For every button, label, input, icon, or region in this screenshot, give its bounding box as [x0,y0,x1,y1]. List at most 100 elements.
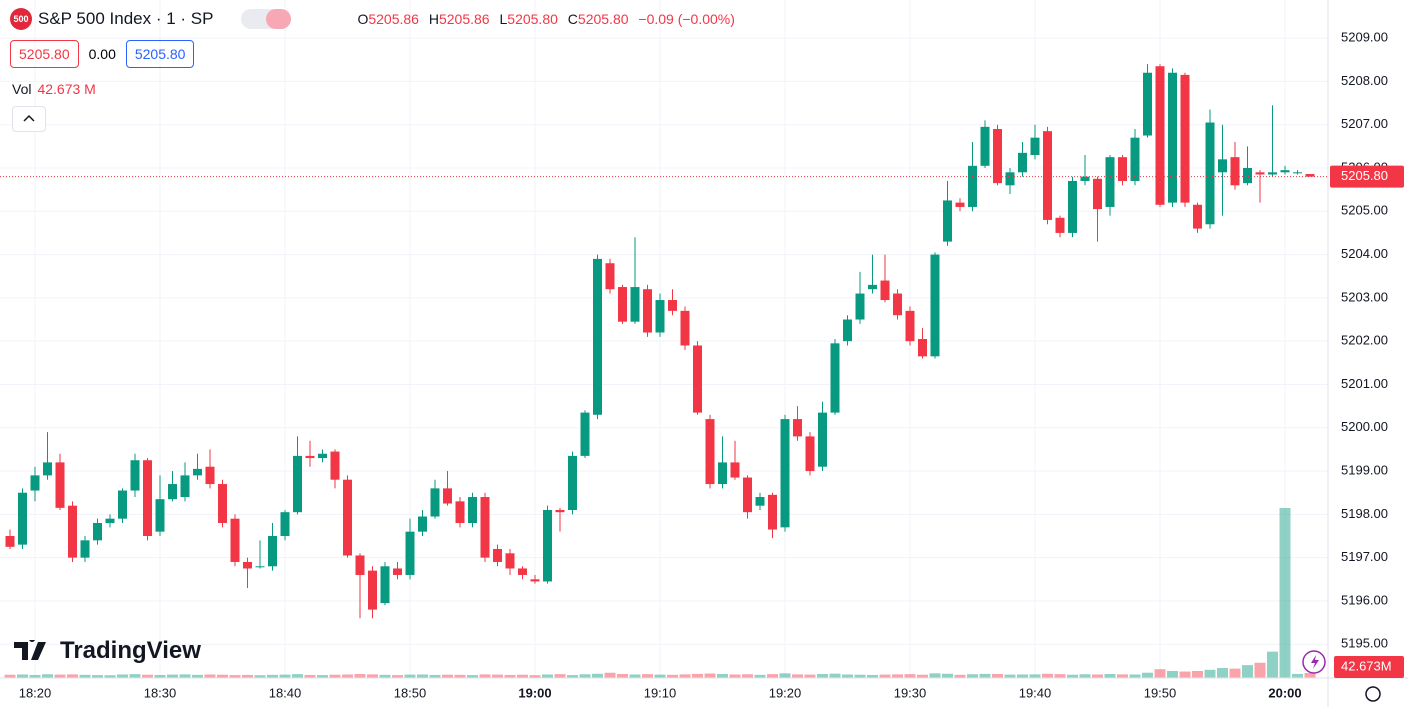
candle-body [655,300,665,333]
candle-body [793,419,802,437]
ohlc: O5205.86 H5205.86 L5205.80 C5205.80 −0.0… [357,11,740,27]
volume-bar [854,674,866,678]
volume-bar [817,674,828,678]
candle-body [1143,72,1152,136]
candle-body [868,284,877,290]
y-tick-label: 5203.00 [1341,289,1388,304]
candle-body [443,488,452,504]
x-tick-label: 20:00 [1268,685,1301,700]
volume-bar [842,674,853,678]
y-tick-label: 5200.00 [1341,419,1388,434]
volume-bar [954,674,966,678]
x-tick-label: 19:20 [769,685,802,700]
x-tick-label: 19:00 [518,685,551,700]
volume-bar [329,674,341,678]
candle-body [30,475,40,491]
volume-bar [879,674,891,678]
candle-body [1068,180,1077,233]
volume-bar [792,674,803,678]
candle-body [305,455,315,459]
candle-body [855,293,865,320]
grid [0,0,1328,678]
settings-icon[interactable] [1365,686,1381,702]
candle-body [680,310,690,346]
y-tick-label: 5209.00 [1341,30,1388,45]
volume-bar [904,674,916,678]
candle-body [693,345,702,413]
volume-bar [1092,674,1103,678]
candle-body [1280,170,1290,173]
volume-pane [4,508,1316,678]
sell-button[interactable]: 5205.80 [10,40,79,68]
y-tick-label: 5198.00 [1341,506,1388,521]
candle-body [205,466,215,485]
candle-body [5,535,15,547]
volume-bar [129,674,141,678]
candle-body [268,535,277,567]
buy-button[interactable]: 5205.80 [125,40,195,68]
volume-bar [417,674,428,678]
l-label: L [499,11,508,27]
volume-bar [217,674,228,678]
candle-body [1243,167,1252,184]
candle-body [755,497,765,506]
change: −0.09 (−0.00%) [638,11,735,27]
y-tick-label: 5208.00 [1341,73,1388,88]
volume-bar [654,674,666,678]
symbol[interactable]: S&P 500 Index · 1 · SP [38,9,214,28]
candle-body [193,468,202,476]
candle-body [668,300,677,311]
volume-bar [617,674,628,678]
y-tick-label: 5205.00 [1341,203,1388,218]
y-tick-label: 5207.00 [1341,116,1388,131]
volume-bar [717,674,728,678]
x-tick-label: 19:30 [894,685,927,700]
volume-bar [467,675,478,678]
candle-body [1130,137,1140,181]
candle-body [1155,66,1165,205]
candle-body [18,492,27,545]
candle-body [1030,137,1040,155]
candle-body [380,566,390,604]
x-tick-label: 19:10 [644,685,677,700]
candle-body [1018,152,1027,173]
candle-body [355,555,365,575]
volume-bar [1242,665,1253,678]
volume-bar [1054,674,1066,678]
x-tick-label: 18:30 [144,685,177,700]
candle-body [818,412,827,467]
header: 500 S&P 500 Index · 1 · SP O5205.86 H520… [10,8,741,30]
volume-bar [554,674,566,678]
candle-body [505,553,515,569]
candle-body [243,561,252,569]
candle-body [1205,122,1215,225]
volume-bar [829,673,841,678]
candle-body [1268,172,1277,175]
candle-body [1168,72,1177,203]
candle-body [418,516,427,532]
volume-bar [942,673,953,678]
volume-bar [729,674,741,678]
candle-body [368,570,377,610]
alert-icon[interactable] [1302,650,1326,674]
vol-value: 42.673 M [37,81,96,97]
volume-bar [1217,668,1228,678]
candle-body [705,419,715,485]
volume-bar [1129,674,1141,678]
volume-tag-bg [1334,655,1404,678]
volume-bar [679,674,691,678]
candle-body [918,339,927,357]
volume-bar [642,674,653,678]
brand-text: TradingView [60,637,201,664]
open: 5205.86 [368,11,419,27]
chevron [23,114,35,122]
toggle[interactable] [241,9,292,29]
candle-body [405,531,415,575]
volume-bar [979,673,991,678]
candle-body [1193,204,1202,229]
volume-bar [579,674,591,678]
collapse-button[interactable] [12,106,46,132]
volume-bar [529,675,541,678]
axes: 5195.00 5196.00 5197.00 5198.00 5199.00 5200.… [19,30,1404,700]
